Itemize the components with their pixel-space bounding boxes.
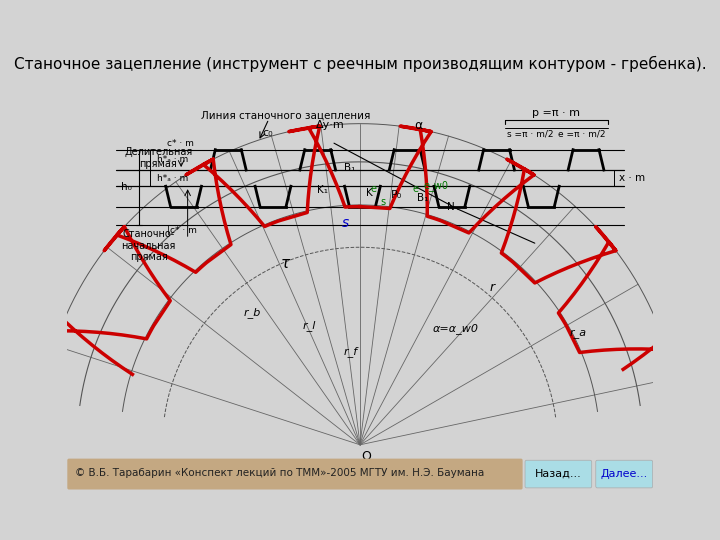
Text: Делительная
прямая: Делительная прямая: [125, 147, 192, 168]
Text: r_f: r_f: [343, 346, 357, 357]
Text: e: e: [371, 184, 377, 194]
Text: Станочно-
начальная
прямая: Станочно- начальная прямая: [122, 229, 176, 262]
Text: O: O: [361, 450, 372, 463]
Text: p =π · m: p =π · m: [532, 108, 580, 118]
Text: Назад...: Назад...: [535, 469, 582, 479]
Text: s =π · m/2: s =π · m/2: [508, 130, 554, 139]
Text: h₀: h₀: [122, 183, 132, 192]
Text: h*ₐ · m: h*ₐ · m: [158, 174, 189, 183]
Text: r: r: [489, 281, 494, 294]
Text: r_a: r_a: [570, 328, 587, 338]
Text: P₀: P₀: [391, 190, 402, 200]
Text: Далее...: Далее...: [600, 469, 648, 479]
Text: e_w0: e_w0: [423, 180, 448, 191]
FancyBboxPatch shape: [67, 458, 523, 490]
Text: α=α_w0: α=α_w0: [433, 323, 479, 334]
Text: c* · m: c* · m: [166, 139, 194, 147]
Text: B₁: B₁: [343, 163, 355, 173]
Text: h*ₐ · m: h*ₐ · m: [158, 156, 189, 164]
Text: s: s: [380, 197, 385, 207]
Text: Линия станочного зацепления: Линия станочного зацепления: [200, 111, 370, 120]
Text: s: s: [342, 216, 349, 230]
Text: K₁: K₁: [317, 185, 328, 195]
Text: Δy·m: Δy·m: [315, 120, 344, 130]
FancyBboxPatch shape: [595, 460, 653, 488]
Text: K: K: [366, 188, 373, 198]
Text: τ: τ: [281, 256, 289, 271]
Text: © В.Б. Тарабарин «Конспект лекций по ТММ»-2005 МГТУ им. Н.Э. Баумана: © В.Б. Тарабарин «Конспект лекций по ТММ…: [76, 468, 485, 478]
Text: α: α: [415, 119, 423, 132]
Text: x · m: x · m: [618, 173, 644, 183]
Text: Станочное зацепление (инструмент с реечным производящим контуром - гребенка).: Станочное зацепление (инструмент с реечн…: [14, 56, 706, 72]
Text: r_b: r_b: [244, 307, 261, 318]
Text: e: e: [413, 184, 418, 194]
Text: |c* · m: |c* · m: [166, 226, 197, 235]
Text: r_l: r_l: [303, 320, 316, 330]
Text: N: N: [447, 201, 455, 212]
Text: c₀: c₀: [263, 129, 274, 138]
FancyBboxPatch shape: [525, 460, 592, 488]
Text: B₁: B₁: [417, 193, 428, 204]
Text: e =π · m/2: e =π · m/2: [559, 130, 606, 139]
